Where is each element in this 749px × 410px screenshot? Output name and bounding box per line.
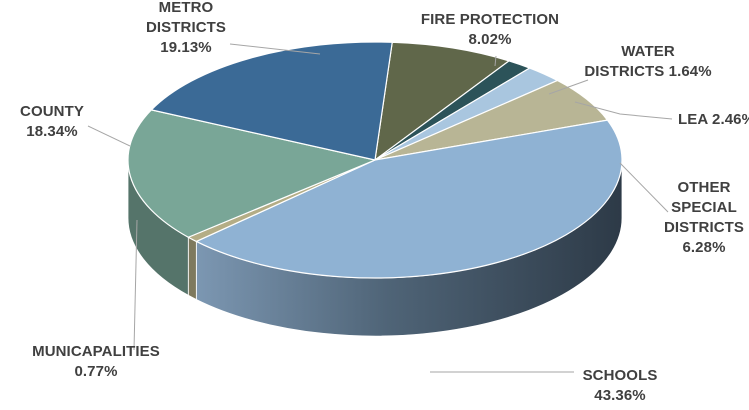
slice-fire-protection	[374, 41, 510, 161]
data-label-lea: LEA 2.46%	[678, 111, 749, 128]
data-label-county: COUNTY 18.34%	[20, 103, 84, 140]
slice-metro-districts	[150, 41, 393, 161]
leader-line-metro-districts	[229, 43, 321, 55]
data-label-other-special-districts: OTHER SPECIAL DISTRICTS 6.28%	[664, 179, 744, 256]
data-label-line: 43.36%	[594, 387, 645, 404]
data-label-line: SCHOOLS	[583, 367, 658, 384]
leader-line-other-special-districts	[619, 162, 669, 213]
data-label-line: 6.28%	[682, 239, 725, 256]
data-label-municapalities: MUNICAPALITIES 0.77%	[32, 343, 160, 380]
data-label-water-districts: WATER DISTRICTS 1.64%	[584, 43, 711, 80]
data-label-line: 0.77%	[74, 363, 117, 380]
leader-line-fire-protection	[494, 55, 497, 67]
data-label-line: 8.02%	[468, 31, 511, 48]
slice-county	[127, 109, 376, 238]
data-label-line: FIRE PROTECTION	[421, 11, 559, 28]
leader-line-water-districts	[548, 79, 589, 95]
slice-side-municapalities	[187, 236, 197, 301]
data-label-line: METRO	[159, 0, 214, 16]
data-label-line: 19.13%	[160, 39, 211, 56]
data-label-fire-protection: FIRE PROTECTION 8.02%	[421, 11, 559, 48]
data-label-line: WATER	[621, 43, 675, 60]
data-label-metro-districts: METRO DISTRICTS 19.13%	[146, 0, 226, 56]
data-label-line: DISTRICTS	[146, 19, 226, 36]
data-label-line: OTHER	[678, 179, 731, 196]
data-label-line: COUNTY	[20, 103, 84, 120]
data-label-line: SPECIAL	[671, 199, 737, 216]
leader-lines	[87, 43, 673, 373]
leader-line-county	[87, 125, 131, 147]
data-label-line: MUNICAPALITIES	[32, 343, 160, 360]
data-label-line: DISTRICTS	[664, 219, 744, 236]
data-label-schools: SCHOOLS 43.36%	[583, 367, 658, 404]
leader-line-lea	[574, 101, 673, 120]
leader-line-municapalities	[133, 219, 138, 351]
pie-slices	[127, 41, 623, 279]
data-label-line: LEA 2.46%	[678, 111, 749, 128]
data-labels: FIRE PROTECTION 8.02% WATER DISTRICTS 1.64%…	[20, 0, 749, 404]
data-label-line: 18.34%	[26, 123, 77, 140]
data-label-line: DISTRICTS 1.64%	[584, 63, 711, 80]
